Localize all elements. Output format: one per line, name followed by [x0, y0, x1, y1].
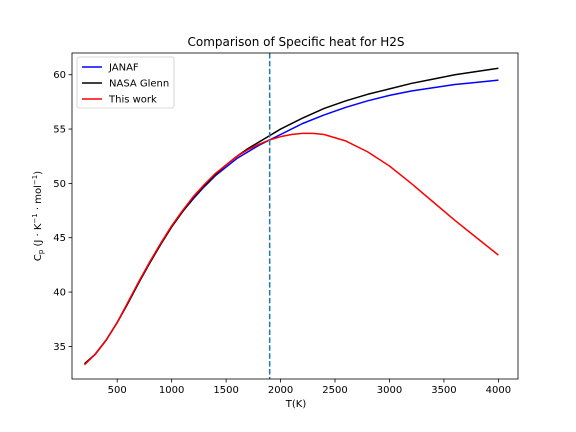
plot-area: 500 1000 1500 2000 2500 3000 3500 4000 35 40 45 50 5… — [53, 52, 519, 396]
y-tick-label: 55 — [53, 125, 66, 136]
x-axis-label: T(K) — [285, 399, 307, 410]
legend-label: JANAF — [108, 63, 139, 74]
x-tick-label: 1500 — [213, 385, 238, 396]
x-tick-label: 500 — [108, 385, 127, 396]
x-tick-label: 3500 — [431, 385, 456, 396]
axes-frame — [71, 52, 519, 380]
x-tick-label: 1000 — [159, 385, 184, 396]
y-axis-label: Cp (J · K−1 · mol−1) — [31, 171, 45, 261]
y-tick-label: 40 — [53, 288, 66, 299]
legend-box — [76, 56, 175, 109]
y-tick-label: 60 — [53, 70, 66, 81]
x-tick-label: 2000 — [268, 385, 293, 396]
legend-label: NASA Glenn — [109, 79, 169, 90]
y-tick-label: 50 — [53, 179, 66, 190]
x-tick-label: 3000 — [377, 385, 402, 396]
x-tick-label: 4000 — [486, 385, 511, 396]
y-tick-label: 45 — [53, 233, 66, 244]
y-tick-label: 35 — [53, 342, 66, 353]
legend-label: This work — [108, 95, 157, 106]
chart-title: Comparison of Specific heat for H2S — [187, 35, 404, 49]
series-line-this-work — [84, 132, 499, 366]
x-tick-label: 2500 — [322, 385, 347, 396]
